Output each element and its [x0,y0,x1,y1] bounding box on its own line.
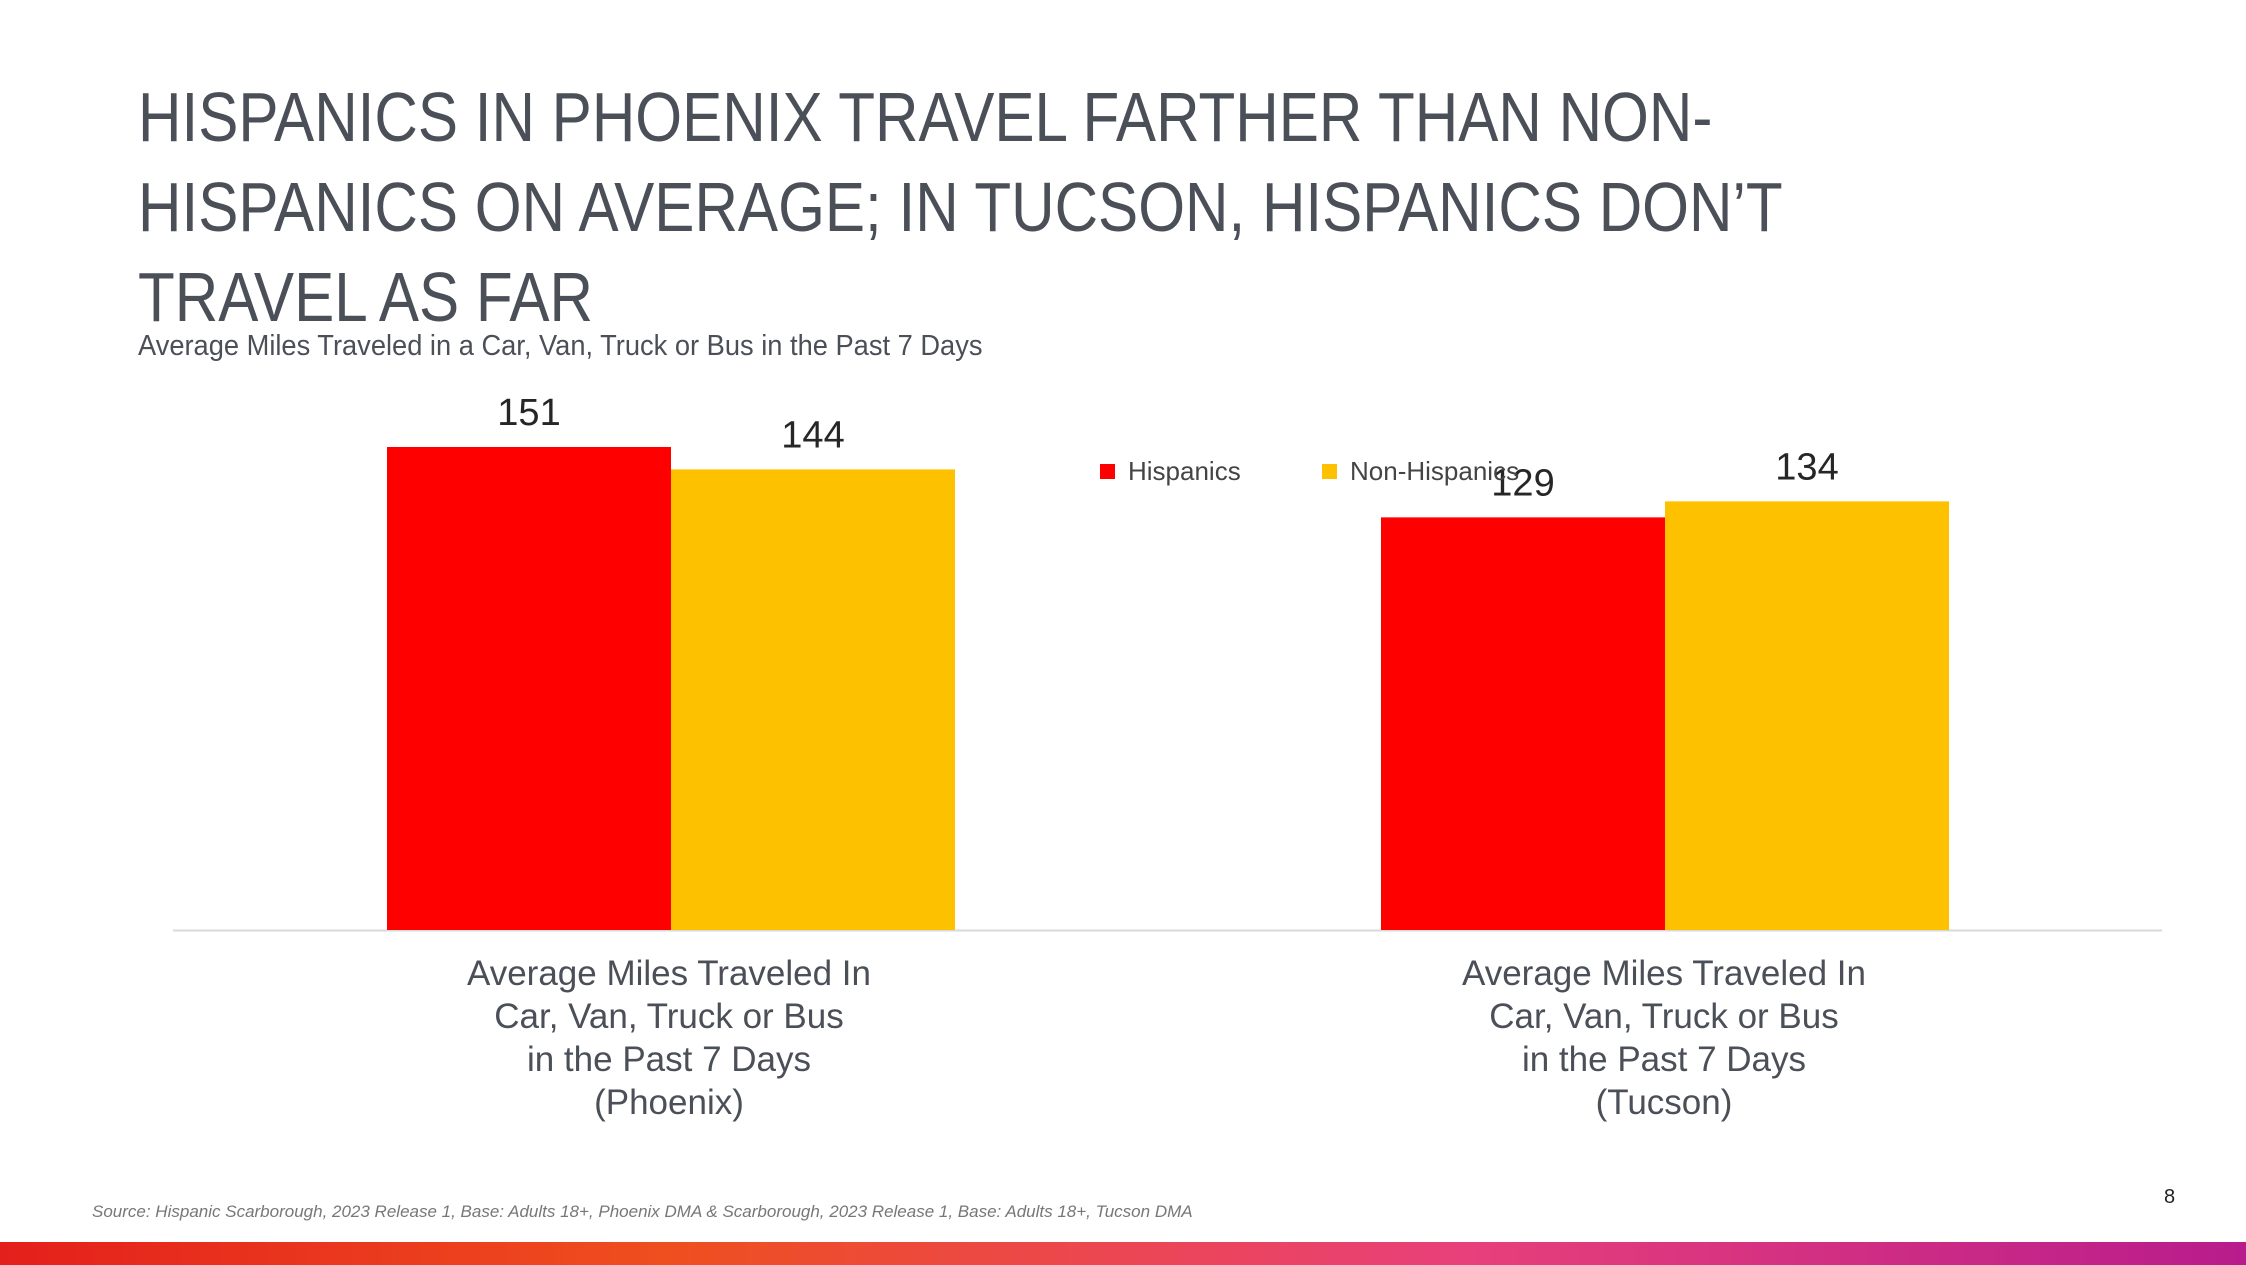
legend-swatch-non-hispanics [1322,464,1337,479]
legend-label-hispanics: Hispanics [1128,456,1241,486]
legend-swatch-hispanics [1100,464,1115,479]
category-label-phoenix: Average Miles Traveled In Car, Van, Truc… [466,954,871,1122]
data-label-hispanics-tucson: 129 [1491,462,1554,504]
chart-subtitle: Average Miles Traveled in a Car, Van, Tr… [138,330,983,362]
bottom-accent-bar [0,1242,2246,1265]
source-note: Source: Hispanic Scarborough, 2023 Relea… [92,1202,1193,1221]
data-label-non-hispanics-phoenix: 144 [781,414,844,456]
bar-chart: 151 144 129 134 [173,392,2162,932]
legend-label-non-hispanics: Non-Hispanics [1350,456,1520,486]
data-label-hispanics-phoenix: 151 [497,392,560,434]
bar-non-hispanics-tucson [1665,501,1949,930]
data-label-non-hispanics-tucson: 134 [1775,446,1838,488]
bar-non-hispanics-phoenix [671,469,955,930]
legend-item-hispanics: Hispanics [1100,456,1241,487]
bar-hispanics-tucson [1381,517,1665,930]
legend-item-non-hispanics: Non-Hispanics [1322,456,1519,487]
slide-title: HISPANICS IN PHOENIX TRAVEL FARTHER THAN… [138,78,1783,336]
bar-hispanics-phoenix [387,447,671,930]
category-label-tucson: Average Miles Traveled In Car, Van, Truc… [1461,954,1866,1122]
page-number: 8 [2164,1186,2176,1208]
